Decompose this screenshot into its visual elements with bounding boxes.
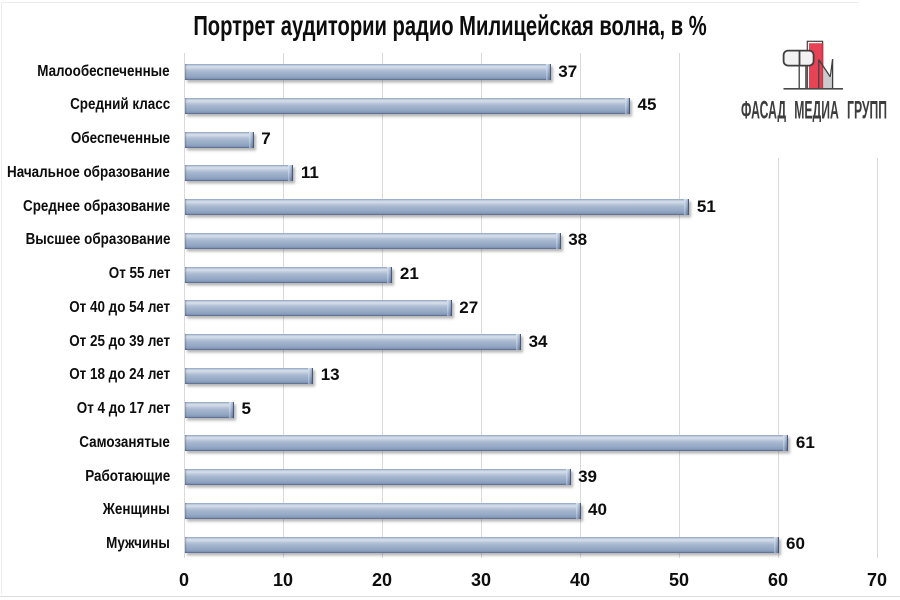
svg-text:ФАСАД МЕДИА ГРУПП: ФАСАД МЕДИА ГРУПП bbox=[741, 97, 887, 123]
